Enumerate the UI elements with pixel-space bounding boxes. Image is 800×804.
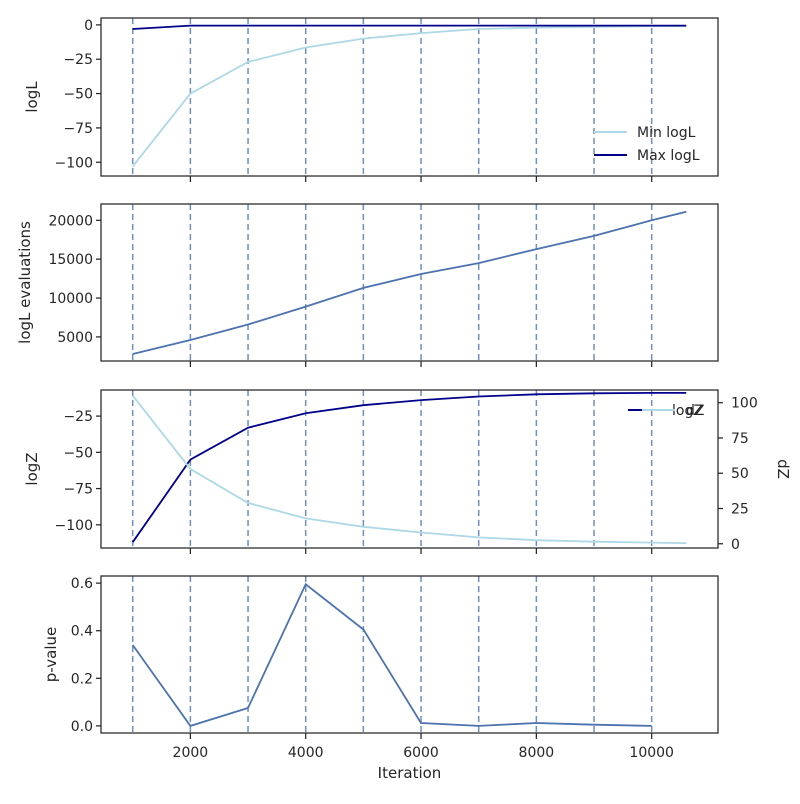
x-axis-label: Iteration: [378, 764, 442, 782]
y-tick-label: 5000: [57, 330, 93, 346]
plot-frame: [100, 389, 719, 549]
series-line: [131, 25, 687, 167]
legend-label: dZ: [686, 403, 704, 419]
y-tick-label: −50: [63, 87, 93, 103]
y-tick-label: −50: [63, 445, 93, 461]
y-tick-label: 0.0: [71, 719, 93, 735]
y-right-tick-label: 0: [731, 537, 740, 553]
y-tick-label: −25: [63, 52, 93, 68]
x-tick-label: 4000: [288, 745, 324, 761]
panel-1: 0 −25 −50 −75 −100 logL Min logL Max logL: [23, 17, 719, 182]
y-axis-label: logL: [23, 81, 41, 113]
y-tick-label: 0.6: [71, 576, 93, 592]
y-axis-label: logL evaluations: [16, 221, 34, 344]
legend-label: logZ: [672, 403, 703, 419]
y-tick-label: −25: [63, 409, 93, 425]
plot-frame: [100, 575, 719, 734]
series-line: [131, 395, 687, 544]
series-line: [132, 210, 687, 355]
series-line: [132, 24, 687, 30]
y-axis-label: logZ: [23, 452, 41, 485]
y-right-tick-label: 50: [731, 466, 749, 482]
y-tick-label: −100: [55, 518, 93, 534]
legend-label: Min logL: [637, 125, 696, 141]
y-tick-label: −100: [55, 155, 93, 171]
x-tick-label: 8000: [519, 745, 555, 761]
panel-4: 0.0 0.2 0.4 0.6 2000 4000 6000 8000 10000 p-value…: [42, 575, 719, 782]
y-tick-label: 0.2: [71, 671, 93, 687]
x-tick-label: 2000: [173, 745, 209, 761]
y-tick-label: −75: [63, 121, 93, 137]
y-tick-label: 15000: [48, 252, 93, 268]
y-right-tick-label: 75: [731, 431, 749, 447]
y-axis-label: p-value: [42, 627, 60, 683]
y-tick-label: 10000: [48, 291, 93, 307]
y-tick-label: 0: [84, 18, 93, 34]
y-right-tick-label: 100: [731, 396, 758, 412]
legend-label: Max logL: [637, 148, 700, 164]
y-tick-label: 0.4: [71, 624, 93, 640]
plot-frame: [100, 203, 719, 362]
legend: Min logL Max logL: [594, 125, 700, 164]
plot-frame: [100, 17, 719, 177]
y-right-axis-label: dZ: [774, 459, 792, 479]
series-line: [131, 392, 687, 543]
x-tick-label: 10000: [629, 745, 674, 761]
series-line: [131, 582, 652, 727]
y-tick-label: 20000: [48, 213, 93, 229]
panel-2: 5000 10000 15000 20000 logL evaluations: [16, 203, 719, 367]
y-right-tick-label: 25: [731, 502, 749, 518]
x-tick-label: 6000: [403, 745, 439, 761]
y-tick-label: −75: [63, 482, 93, 498]
